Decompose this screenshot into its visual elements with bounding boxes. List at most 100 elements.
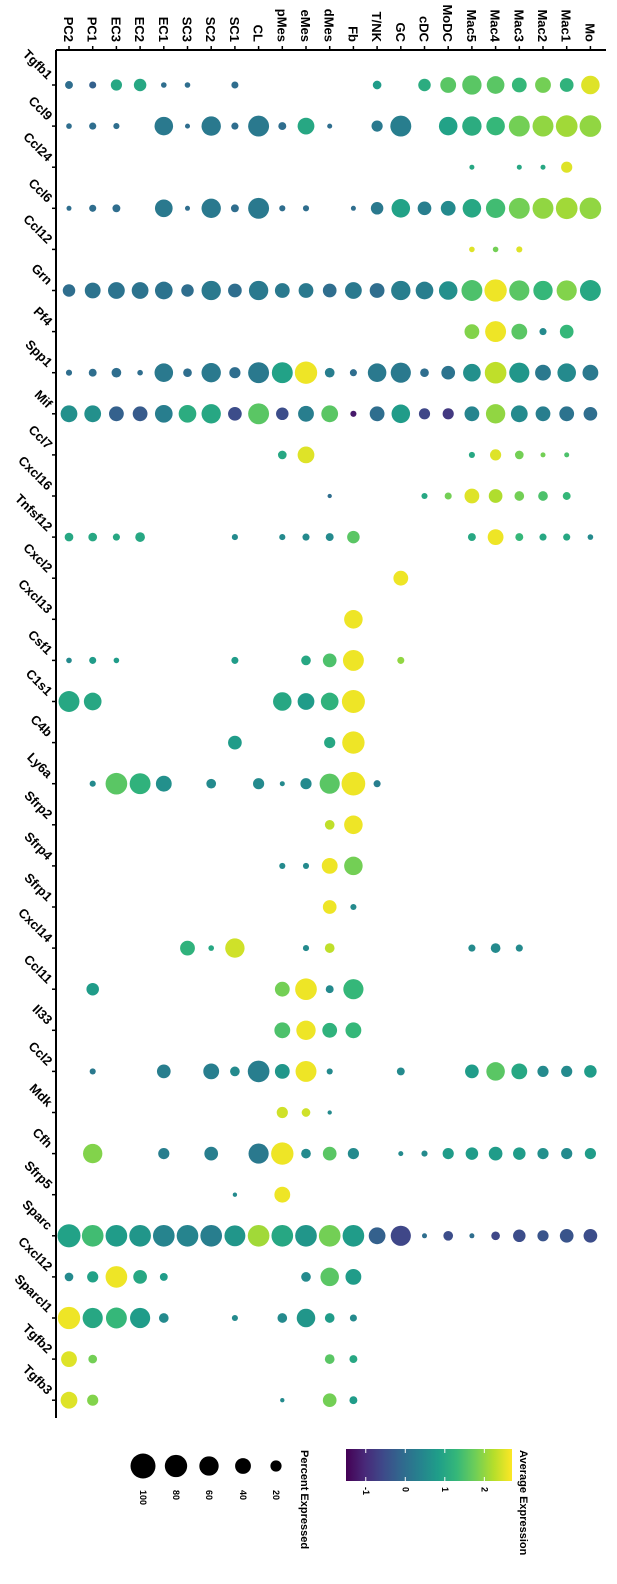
size-legend-dot (235, 1458, 251, 1474)
dot-grn-pc1 (84, 282, 101, 299)
gene-label: Ccl12 (20, 211, 55, 246)
dot-tgfb1-mac5 (462, 75, 482, 95)
dot-sparcl1-emes (296, 1308, 316, 1328)
dot-sparc-ec2 (129, 1224, 151, 1247)
dot-ccl2-mo (584, 1065, 597, 1078)
dot-sparcl1-pmes (277, 1313, 288, 1323)
gene-label: Sparc (19, 1197, 55, 1233)
dot-cxcl12-dmes (320, 1267, 339, 1287)
dot-grn-ec1 (154, 281, 173, 300)
dot-cxcl13-fb (344, 610, 363, 629)
dot-tgfb2-pc1 (88, 1354, 98, 1364)
dot-cxcl16-dmes (327, 493, 332, 499)
cluster-label: SC1 (227, 17, 242, 42)
dot-mif-gc (391, 404, 411, 424)
dot-ccl11-pmes (274, 981, 290, 997)
dot-csf1-emes (301, 655, 311, 666)
dot-c4b-fb (342, 731, 365, 754)
dot-tnfsf12-ec3 (112, 533, 120, 541)
gene-label: Cxcl12 (15, 1234, 55, 1274)
gene-label: Ccl11 (21, 952, 56, 987)
dot-spp1-mac5 (463, 363, 481, 382)
gene-label: C4b (28, 712, 56, 740)
dot-sparc-mac5 (469, 1233, 475, 1239)
dot-tnfsf12-mac3 (515, 533, 524, 542)
dot-cfh-dmes (322, 1146, 337, 1161)
gene-label: Cxcl13 (15, 576, 55, 616)
dot-c1s1-fb (341, 689, 365, 714)
dot-spp1-gc (390, 362, 411, 383)
dot-mif-sc3 (178, 404, 197, 423)
dot-cxcl14-sc3 (180, 940, 195, 956)
dot-spp1-sc2 (201, 363, 221, 383)
dot-cfh-mac5 (465, 1147, 479, 1160)
dot-ccl2-gc (396, 1067, 405, 1076)
dot-cxcl2-gc (393, 570, 409, 586)
dot-cfh-mac1 (561, 1148, 573, 1160)
gene-label: Cxcl2 (20, 540, 55, 575)
dot-ccl24-mac1 (561, 161, 573, 173)
dot-grn-tnk (369, 283, 385, 298)
dot-grn-gc (391, 280, 411, 301)
dot-tgfb1-ec2 (133, 78, 147, 92)
dot-ccl9-mac3 (508, 115, 530, 137)
dot-mif-mo (583, 406, 598, 421)
dot-mif-modc (442, 408, 454, 420)
gene-label: Sfrp2 (21, 788, 55, 822)
dot-grn-sc2 (201, 280, 221, 301)
dot-cfh-sc2 (204, 1146, 219, 1161)
gene-label: Ccl24 (20, 129, 56, 165)
dot-ccl6-sc1 (230, 204, 239, 213)
size-legend-title: Percent Expressed (298, 1450, 310, 1549)
dot-sparc-sc1 (224, 1225, 246, 1247)
dot-grn-mac4 (484, 279, 507, 302)
dot-tnfsf12-mac4 (487, 529, 504, 546)
dot-ccl9-gc (390, 115, 412, 137)
dot-mif-tnk (369, 406, 385, 422)
gene-label: Csf1 (25, 627, 56, 658)
cluster-label: Mo (582, 23, 597, 42)
dot-csf1-gc (397, 656, 405, 664)
dot-grn-sc3 (181, 284, 194, 297)
dot-cfh-emes (301, 1148, 311, 1159)
gene-label: Cxcl14 (15, 905, 56, 946)
dot-sparc-mac1 (559, 1228, 574, 1243)
dot-cfh-modc (442, 1148, 454, 1160)
dot-spp1-cl (248, 362, 270, 384)
dot-tgfb1-cdc (418, 78, 431, 92)
dot-grn-modc (438, 281, 458, 300)
cluster-label: Mac3 (511, 9, 526, 42)
dot-spp1-ec1 (154, 363, 174, 382)
dot-csf1-dmes (322, 653, 337, 668)
dot-ccl6-mac2 (532, 197, 554, 219)
cluster-label: MoDC (440, 4, 455, 42)
dot-sparc-gc (390, 1225, 411, 1246)
color-legend-label: 0 (400, 1487, 410, 1492)
dot-ccl11-emes (295, 978, 317, 1001)
gene-label: Pf4 (31, 304, 56, 329)
dot-grn-fb (345, 282, 362, 299)
color-legend-label: -1 (361, 1487, 371, 1495)
dot-tnfsf12-dmes (325, 533, 334, 542)
cluster-label: PC2 (61, 17, 76, 42)
dot-sfrp4-dmes (321, 857, 338, 874)
dot-cxcl12-pc1 (87, 1271, 99, 1283)
dot-ccl2-emes (295, 1060, 317, 1082)
cluster-label: SC2 (203, 17, 218, 42)
size-legend-dot (270, 1460, 282, 1472)
dot-ccl6-sc2 (201, 198, 221, 218)
dot-spp1-pc2 (65, 369, 73, 376)
dot-ccl7-mac1 (564, 452, 570, 458)
dot-tnfsf12-mo (587, 534, 594, 540)
cluster-label: dMes (322, 9, 337, 42)
dot-ccl6-ec3 (112, 204, 121, 213)
dot-spp1-pc1 (88, 368, 97, 377)
dot-pf4-mac4 (485, 321, 507, 343)
dot-cxcl12-ec3 (105, 1266, 128, 1288)
dot-ccl6-cdc (417, 201, 432, 216)
dot-ccl6-tnk (370, 202, 384, 215)
dot-cfh-ec1 (158, 1148, 170, 1160)
dot-spp1-cdc (420, 368, 429, 378)
dot-sparc-mo (583, 1228, 598, 1243)
dot-csf1-pc1 (89, 656, 97, 664)
